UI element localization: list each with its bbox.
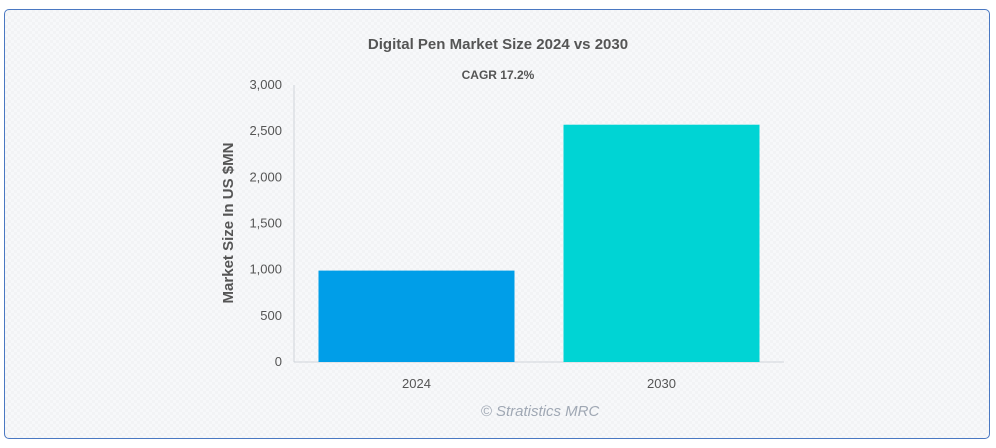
y-tick-label: 500 (260, 308, 282, 323)
y-tick-label: 0 (275, 354, 282, 369)
chart-title: Digital Pen Market Size 2024 vs 2030 (368, 36, 628, 53)
bars (318, 124, 760, 362)
y-axis-label: Market Size In US $MN (220, 143, 237, 304)
bar-2024[interactable] (318, 270, 515, 362)
y-tick-label: 1,000 (249, 262, 282, 277)
x-tick-label: 2030 (647, 376, 676, 391)
x-tick-label: 2024 (402, 376, 431, 391)
y-tick-label: 2,000 (249, 169, 282, 184)
y-ticks: 0 500 1,000 1,500 2,000 2,500 3,000 (249, 77, 282, 369)
x-ticks: 2024 2030 (402, 376, 676, 391)
bar-2030[interactable] (563, 124, 760, 362)
y-tick-label: 1,500 (249, 216, 282, 231)
watermark-text: © Stratistics MRC (481, 403, 600, 420)
y-tick-label: 3,000 (249, 77, 282, 92)
chart-frame (4, 9, 990, 439)
chart-subtitle: CAGR 17.2% (462, 68, 535, 82)
y-tick-label: 2,500 (249, 123, 282, 138)
